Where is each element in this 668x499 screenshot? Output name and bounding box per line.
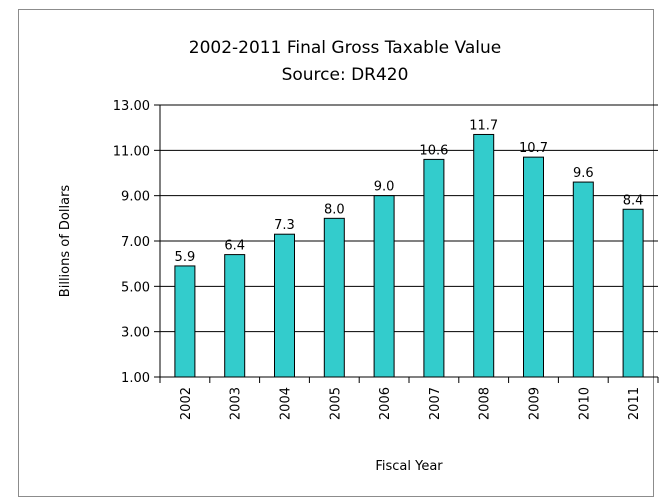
data-label: 5.9 (175, 250, 196, 265)
y-tick-label: 1.00 (121, 371, 150, 386)
x-tick-label: 2009 (528, 387, 543, 420)
chart-subtitle: Source: DR420 (282, 65, 409, 85)
y-tick-label: 11.00 (113, 144, 150, 159)
bar (274, 233, 295, 378)
bar (423, 158, 445, 378)
y-tick-label: 13.00 (113, 99, 150, 114)
bar (373, 195, 395, 378)
x-tick-label: 2004 (279, 387, 294, 420)
bar (473, 133, 495, 378)
bar (224, 254, 246, 378)
bar (622, 208, 644, 378)
x-tick-label: 2002 (179, 387, 194, 420)
x-tick-label: 2011 (627, 387, 642, 420)
x-tick-label: 2008 (478, 387, 493, 420)
data-label: 7.3 (274, 218, 295, 233)
bar (323, 217, 345, 378)
data-label: 8.4 (623, 193, 644, 208)
x-tick-label: 2005 (328, 387, 343, 420)
x-tick-label: 2003 (229, 387, 244, 420)
y-tick-label: 5.00 (121, 280, 150, 295)
x-axis-title: Fiscal Year (375, 459, 443, 474)
axes (154, 104, 659, 383)
y-tick-label: 9.00 (121, 190, 150, 205)
x-tick-label: 2006 (378, 387, 393, 420)
y-axis-title: Billions of Dollars (58, 185, 73, 298)
y-tick-labels: 1.00 3.00 5.00 7.00 9.00 11.00 13.00 (113, 99, 150, 386)
chart-title: 2002-2011 Final Gross Taxable Value (189, 38, 501, 58)
y-tick-label: 7.00 (121, 235, 150, 250)
data-label: 11.7 (469, 118, 498, 133)
data-label: 9.0 (374, 180, 395, 195)
y-tick-label: 3.00 (121, 326, 150, 341)
x-tick-labels: 2002 2003 2004 2005 2006 2007 2008 2009 2010 2011 (179, 387, 642, 420)
bar (572, 181, 594, 378)
data-label: 10.6 (419, 143, 448, 158)
data-labels: 5.9 6.4 7.3 8.0 9.0 10.6 11.7 10.7 9.6 8.4 (175, 118, 644, 264)
x-tick-label: 2007 (428, 387, 443, 420)
bar (174, 265, 196, 378)
data-label: 10.7 (519, 141, 548, 156)
data-label: 9.6 (573, 166, 594, 181)
data-label: 8.0 (324, 202, 345, 217)
data-label: 6.4 (224, 239, 245, 254)
x-tick-label: 2010 (577, 387, 592, 420)
bar (523, 156, 544, 378)
bars (174, 133, 644, 378)
